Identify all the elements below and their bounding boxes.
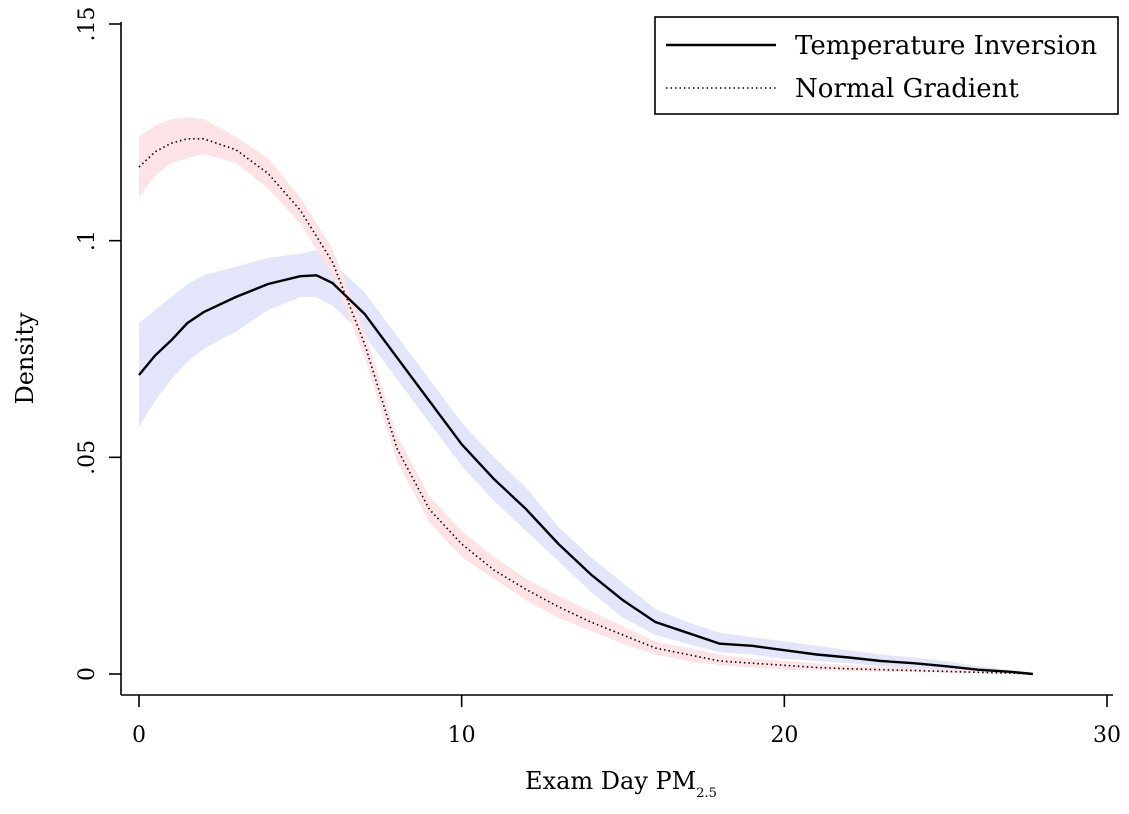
y-axis-title: Density bbox=[11, 312, 39, 405]
x-tick-label: 30 bbox=[1093, 723, 1121, 748]
y-tick-label: .15 bbox=[75, 7, 100, 42]
y-axis-ticks: 0 .05 .1 .15 bbox=[75, 7, 121, 681]
series-line-normal-gradient bbox=[138, 138, 1033, 675]
x-axis-title-subscript: 2.5 bbox=[696, 786, 717, 801]
legend: Temperature Inversion Normal Gradient bbox=[654, 16, 1119, 115]
legend-label-temperature-inversion: Temperature Inversion bbox=[795, 31, 1097, 61]
axes: 0 10 20 30 0 .05 .1 .15 bbox=[75, 7, 1121, 749]
legend-box bbox=[654, 16, 1119, 115]
x-tick-label: 20 bbox=[770, 723, 798, 748]
y-tick-label: .1 bbox=[75, 230, 100, 251]
y-tick-label: .05 bbox=[75, 440, 100, 475]
density-lines bbox=[138, 138, 1033, 676]
x-axis-ticks: 0 10 20 30 bbox=[132, 695, 1121, 748]
confidence-bands bbox=[139, 117, 1033, 674]
legend-label-normal-gradient: Normal Gradient bbox=[795, 74, 1019, 104]
x-axis-title: Exam Day PM2.5 bbox=[525, 767, 717, 801]
y-tick-label: 0 bbox=[75, 667, 100, 681]
series-line-temperature-inversion bbox=[138, 274, 1033, 676]
x-tick-label: 0 bbox=[132, 723, 146, 748]
x-tick-label: 10 bbox=[448, 723, 476, 748]
x-axis-title-main: Exam Day PM bbox=[525, 767, 696, 795]
confidence-band-temperature-inversion bbox=[139, 250, 1033, 674]
confidence-band-normal-gradient bbox=[139, 117, 1033, 674]
